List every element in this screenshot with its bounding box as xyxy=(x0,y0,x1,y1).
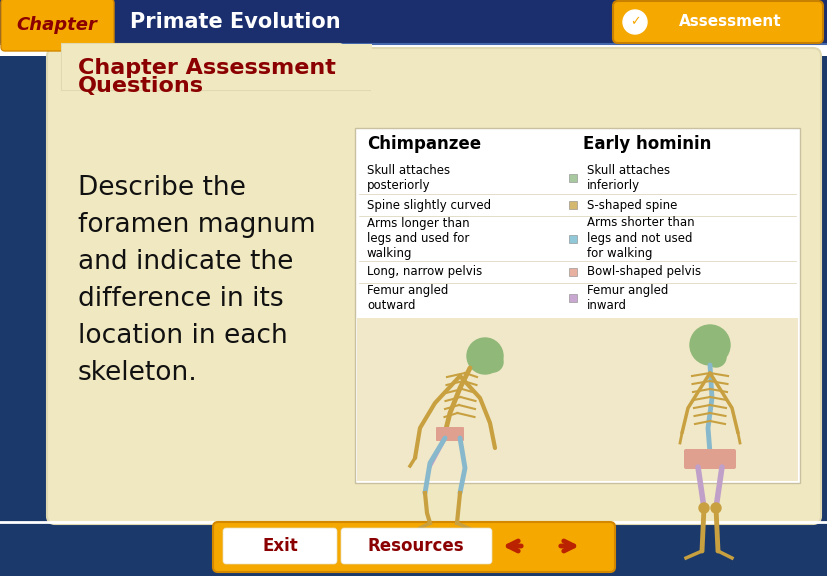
FancyBboxPatch shape xyxy=(355,128,799,483)
Text: Questions: Questions xyxy=(78,76,203,96)
Text: Long, narrow pelvis: Long, narrow pelvis xyxy=(366,266,481,279)
Circle shape xyxy=(622,10,646,34)
Circle shape xyxy=(710,503,720,513)
FancyBboxPatch shape xyxy=(0,44,827,56)
Text: Exit: Exit xyxy=(262,537,298,555)
Text: Skull attaches
inferiorly: Skull attaches inferiorly xyxy=(586,164,669,192)
Circle shape xyxy=(698,503,708,513)
Text: Arms longer than
legs and used for
walking: Arms longer than legs and used for walki… xyxy=(366,217,469,260)
Text: Chapter: Chapter xyxy=(17,16,98,34)
Text: Primate Evolution: Primate Evolution xyxy=(130,12,340,32)
FancyBboxPatch shape xyxy=(568,294,576,302)
FancyBboxPatch shape xyxy=(612,1,822,43)
FancyBboxPatch shape xyxy=(213,522,614,572)
FancyBboxPatch shape xyxy=(47,48,820,524)
FancyBboxPatch shape xyxy=(341,528,491,564)
Text: Femur angled
inward: Femur angled inward xyxy=(586,284,667,312)
FancyBboxPatch shape xyxy=(356,318,797,481)
FancyBboxPatch shape xyxy=(0,0,827,44)
Text: Skull attaches
posteriorly: Skull attaches posteriorly xyxy=(366,164,450,192)
Circle shape xyxy=(689,325,729,365)
Circle shape xyxy=(482,352,502,372)
Text: Assessment: Assessment xyxy=(678,14,781,29)
Text: Bowl-shaped pelvis: Bowl-shaped pelvis xyxy=(586,266,700,279)
FancyBboxPatch shape xyxy=(568,268,576,276)
FancyBboxPatch shape xyxy=(568,234,576,242)
Text: Arms shorter than
legs and not used
for walking: Arms shorter than legs and not used for … xyxy=(586,217,694,260)
FancyBboxPatch shape xyxy=(62,44,371,90)
FancyBboxPatch shape xyxy=(222,528,337,564)
Text: Chimpanzee: Chimpanzee xyxy=(366,135,480,153)
FancyBboxPatch shape xyxy=(683,449,735,469)
Text: S-shaped spine: S-shaped spine xyxy=(586,199,676,211)
FancyBboxPatch shape xyxy=(568,174,576,182)
Text: Chapter Assessment: Chapter Assessment xyxy=(78,58,336,78)
Text: Early hominin: Early hominin xyxy=(582,135,710,153)
Circle shape xyxy=(466,338,502,374)
Circle shape xyxy=(705,347,725,367)
FancyBboxPatch shape xyxy=(568,201,576,209)
Text: Describe the
foramen magnum
and indicate the
difference in its
location in each
: Describe the foramen magnum and indicate… xyxy=(78,175,315,386)
Text: ✓: ✓ xyxy=(629,16,639,28)
Text: Spine slightly curved: Spine slightly curved xyxy=(366,199,490,211)
FancyBboxPatch shape xyxy=(1,0,114,51)
Polygon shape xyxy=(62,44,370,90)
Text: Femur angled
outward: Femur angled outward xyxy=(366,284,448,312)
Text: Resources: Resources xyxy=(367,537,464,555)
FancyBboxPatch shape xyxy=(436,427,463,441)
